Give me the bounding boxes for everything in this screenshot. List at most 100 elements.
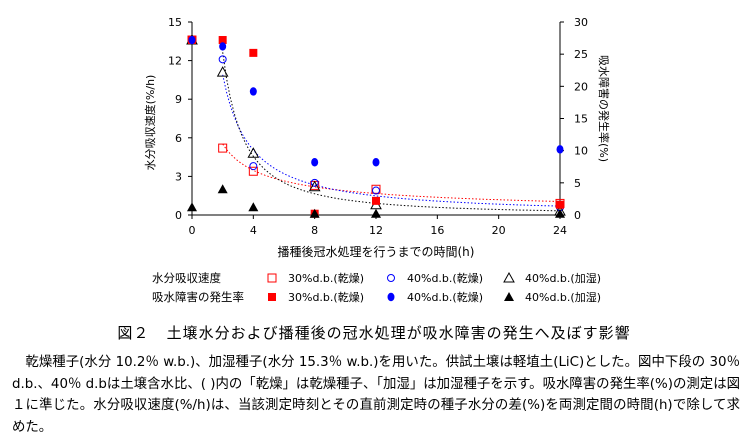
data-point-shape xyxy=(218,55,227,64)
figure-caption: 図２ 土壌水分および播種後の冠水処理が吸水障害の発生へ及ぼす影響 xyxy=(0,322,748,343)
data-point xyxy=(247,147,260,158)
legend-marker-shape xyxy=(387,274,395,282)
legend-label: 30%d.b.(乾燥) xyxy=(288,272,364,285)
data-point xyxy=(371,208,381,218)
data-point xyxy=(372,196,380,205)
x-axis-title: 播種後冠水処理を行うまでの時間(h) xyxy=(278,245,475,259)
data-point-shape xyxy=(311,158,319,167)
data-point-shape xyxy=(372,186,380,195)
data-point-shape xyxy=(555,208,565,218)
data-point xyxy=(249,87,257,96)
data-point-shape xyxy=(248,166,258,176)
y-left-tick-label: 12 xyxy=(168,55,182,68)
data-point xyxy=(249,162,258,171)
legend-label: 40%d.b.(加湿) xyxy=(525,272,601,285)
y-right-tick-label: 20 xyxy=(574,80,588,93)
legend-label: 40%d.b.(加湿) xyxy=(525,291,601,304)
data-point xyxy=(248,166,258,176)
legend-marker-shape xyxy=(503,271,515,283)
data-point xyxy=(188,35,196,45)
y-left-tick-label: 15 xyxy=(168,16,182,29)
data-point-shape xyxy=(219,42,227,51)
figure-number: 図２ xyxy=(117,324,150,342)
data-point xyxy=(308,180,321,192)
legend-row-label: 水分吸収速度 xyxy=(152,271,221,285)
data-point-shape xyxy=(248,202,259,212)
data-point xyxy=(311,158,319,167)
y-right-tick-label: 25 xyxy=(574,48,588,61)
y-right-tick-label: 15 xyxy=(574,113,588,126)
legend-marker xyxy=(387,292,395,302)
legend-marker xyxy=(267,273,277,283)
legend-marker-shape xyxy=(268,293,276,301)
data-point xyxy=(372,158,380,167)
y-left-tick-label: 3 xyxy=(175,170,182,183)
data-point-shape xyxy=(218,36,227,45)
data-point-shape xyxy=(371,184,381,194)
data-point xyxy=(219,42,227,51)
x-tick-label: 12 xyxy=(369,224,383,237)
chart: 0 4 8 12 16 20 24 0 3 6 9 12 15 0 5 10 15 20 25 30 播種後冠水処理を行… xyxy=(143,16,611,304)
data-point xyxy=(217,184,228,194)
data-point xyxy=(249,48,258,57)
data-point xyxy=(187,202,197,212)
x-tick-label: 8 xyxy=(311,224,318,237)
legend-label: 40%d.b.(乾燥) xyxy=(407,272,483,285)
data-point-shape xyxy=(308,180,321,192)
figure-title: 土壌水分および播種後の冠水処理が吸水障害の発生へ及ぼす影響 xyxy=(166,324,631,342)
data-point-shape xyxy=(556,145,564,154)
data-point xyxy=(216,66,229,77)
data-point xyxy=(309,208,320,218)
legend-marker-shape xyxy=(267,273,277,283)
legend-marker xyxy=(503,271,515,283)
y-right-tick-label: 5 xyxy=(574,177,581,190)
y-left-tick-label: 0 xyxy=(175,209,182,222)
legend-marker-shape xyxy=(387,292,395,302)
data-point-shape xyxy=(188,35,196,45)
data-point-shape xyxy=(249,48,258,57)
data-point-shape xyxy=(187,202,197,212)
trend-line xyxy=(222,74,561,207)
legend-row-label: 吸水障害の発生率 xyxy=(152,290,244,304)
data-point xyxy=(310,178,319,187)
data-point xyxy=(218,55,227,64)
x-tick-label: 20 xyxy=(492,224,506,237)
y-right-tick-label: 0 xyxy=(574,209,581,222)
data-point-shape xyxy=(217,184,228,194)
data-point xyxy=(555,208,565,218)
y-axis-left-title: 水分吸収速度(%/h) xyxy=(143,75,157,171)
figure-description: 乾燥種子(水分 10.2％ w.b.)、加湿種子(水分 15.3％ w.b.)を… xyxy=(12,355,740,435)
y-left-tick-label: 6 xyxy=(175,132,182,145)
y-right-tick-label: 30 xyxy=(574,16,588,29)
data-point-shape xyxy=(218,143,228,153)
data-point-shape xyxy=(556,200,564,209)
data-point xyxy=(218,36,227,45)
data-point xyxy=(372,186,380,195)
legend-label: 30%d.b.(乾燥) xyxy=(288,291,364,304)
trend-line xyxy=(222,52,561,212)
y-axis-right-title: 吸水障害の発生率(%) xyxy=(597,55,611,162)
legend-marker xyxy=(387,274,395,282)
x-tick-label: 16 xyxy=(430,224,444,237)
data-point xyxy=(371,184,381,194)
data-point xyxy=(218,143,228,153)
y-left-tick-label: 9 xyxy=(175,93,182,106)
legend-label: 40%d.b.(乾燥) xyxy=(407,291,483,304)
data-point-shape xyxy=(216,66,229,77)
data-point-shape xyxy=(371,208,381,218)
x-tick-label: 4 xyxy=(250,224,257,237)
data-point-shape xyxy=(249,162,258,171)
trend-line xyxy=(222,143,561,202)
data-point-shape xyxy=(247,147,260,158)
data-point xyxy=(556,145,564,154)
x-tick-label: 0 xyxy=(189,224,196,237)
data-point-shape xyxy=(309,208,320,218)
data-point-shape xyxy=(249,87,257,96)
y-right-tick-label: 10 xyxy=(574,145,588,158)
legend-marker xyxy=(268,293,276,301)
x-tick-label: 24 xyxy=(553,224,567,237)
data-point xyxy=(556,200,564,209)
legend-marker xyxy=(504,292,514,301)
data-point-shape xyxy=(310,178,319,187)
data-point-shape xyxy=(372,196,380,205)
